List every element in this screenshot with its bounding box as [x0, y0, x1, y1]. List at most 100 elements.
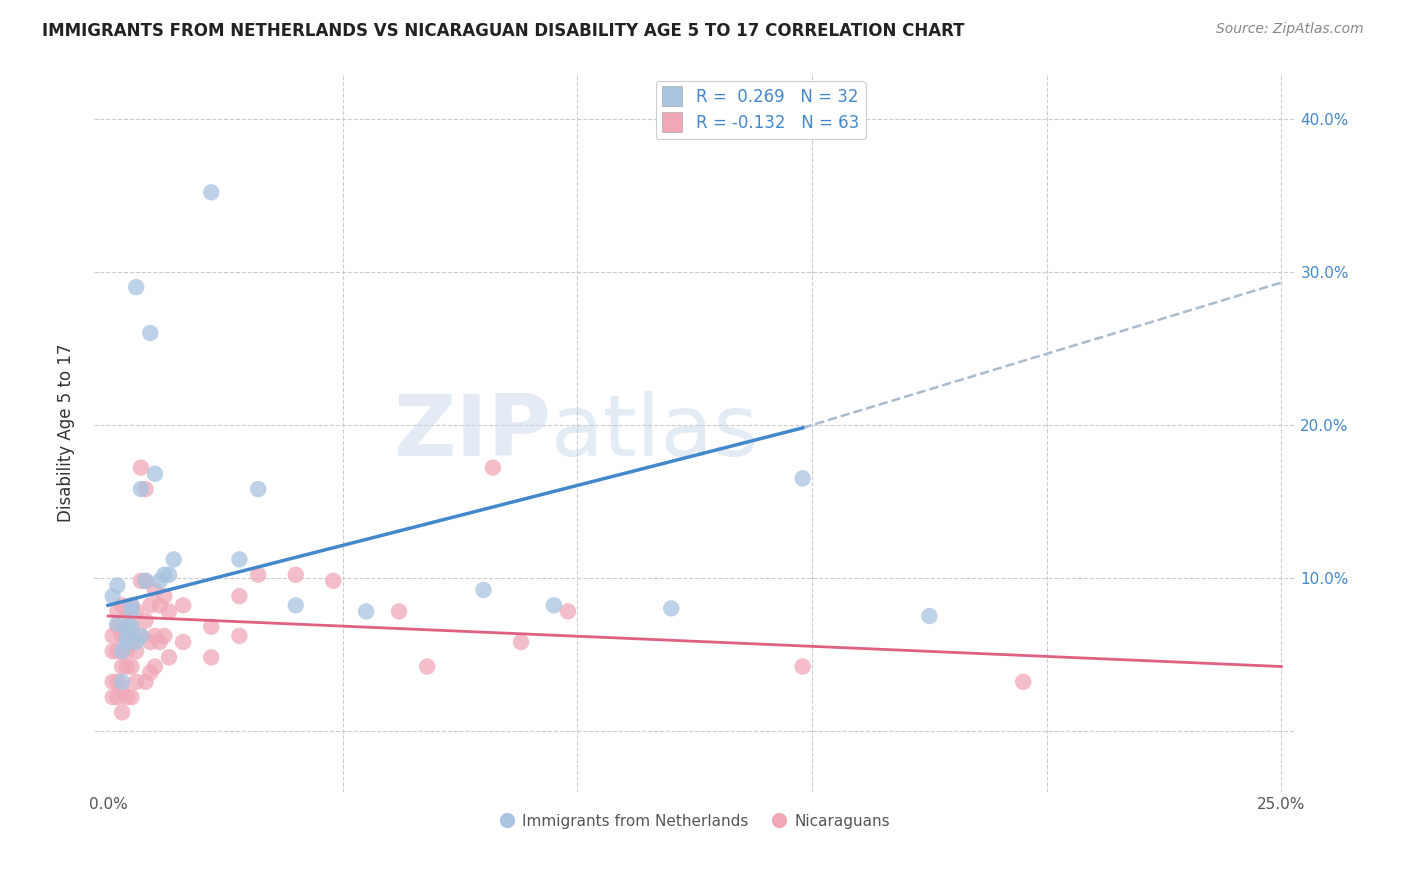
Point: [121, 620, 143, 634]
Point: [247, 567, 270, 582]
Point: [105, 674, 128, 689]
Point: [322, 574, 344, 588]
Point: [125, 635, 148, 649]
Legend: Immigrants from Netherlands, Nicaraguans: Immigrants from Netherlands, Nicaraguans: [494, 807, 896, 835]
Point: [143, 582, 166, 597]
Point: [121, 604, 143, 618]
Point: [153, 589, 176, 603]
Point: [129, 629, 152, 643]
Point: [121, 659, 143, 673]
Point: [200, 650, 222, 665]
Point: [101, 629, 124, 643]
Point: [125, 280, 148, 294]
Point: [792, 659, 814, 673]
Point: [121, 620, 143, 634]
Point: [153, 629, 176, 643]
Point: [115, 690, 138, 705]
Point: [101, 589, 124, 603]
Point: [105, 644, 128, 658]
Point: [482, 460, 505, 475]
Point: [115, 620, 138, 634]
Point: [149, 635, 172, 649]
Point: [139, 326, 162, 340]
Point: [111, 629, 134, 643]
Point: [1012, 674, 1035, 689]
Point: [172, 599, 194, 613]
Point: [149, 599, 172, 613]
Point: [121, 635, 143, 649]
Point: [149, 574, 172, 588]
Point: [659, 601, 682, 615]
Point: [247, 482, 270, 496]
Point: [200, 186, 222, 200]
Point: [129, 482, 152, 496]
Point: [135, 574, 157, 588]
Point: [111, 644, 134, 658]
Point: [354, 604, 377, 618]
Point: [111, 706, 134, 720]
Text: atlas: atlas: [551, 391, 758, 474]
Point: [121, 690, 143, 705]
Point: [139, 599, 162, 613]
Point: [163, 552, 186, 566]
Point: [200, 620, 222, 634]
Point: [472, 582, 495, 597]
Point: [129, 574, 152, 588]
Point: [121, 599, 143, 613]
Point: [918, 609, 941, 624]
Point: [135, 614, 157, 628]
Point: [111, 644, 134, 658]
Point: [105, 604, 128, 618]
Point: [125, 644, 148, 658]
Point: [388, 604, 411, 618]
Point: [284, 567, 307, 582]
Point: [792, 471, 814, 485]
Point: [543, 599, 565, 613]
Text: Source: ZipAtlas.com: Source: ZipAtlas.com: [1216, 22, 1364, 37]
Point: [153, 567, 176, 582]
Point: [143, 629, 166, 643]
Point: [105, 620, 128, 634]
Point: [157, 567, 180, 582]
Point: [115, 629, 138, 643]
Point: [157, 650, 180, 665]
Point: [557, 604, 579, 618]
Point: [115, 635, 138, 649]
Point: [111, 599, 134, 613]
Point: [129, 629, 152, 643]
Point: [284, 599, 307, 613]
Point: [105, 578, 128, 592]
Point: [105, 690, 128, 705]
Point: [510, 635, 533, 649]
Point: [111, 674, 134, 689]
Point: [115, 644, 138, 658]
Point: [125, 674, 148, 689]
Point: [101, 644, 124, 658]
Point: [139, 665, 162, 680]
Point: [125, 604, 148, 618]
Point: [135, 482, 157, 496]
Point: [139, 635, 162, 649]
Text: ZIP: ZIP: [392, 391, 551, 474]
Point: [143, 659, 166, 673]
Point: [228, 629, 250, 643]
Point: [111, 681, 134, 695]
Point: [135, 674, 157, 689]
Point: [111, 659, 134, 673]
Point: [228, 552, 250, 566]
Point: [228, 589, 250, 603]
Point: [101, 674, 124, 689]
Point: [157, 604, 180, 618]
Point: [105, 616, 128, 631]
Point: [172, 635, 194, 649]
Point: [143, 467, 166, 481]
Point: [115, 659, 138, 673]
Point: [115, 604, 138, 618]
Text: IMMIGRANTS FROM NETHERLANDS VS NICARAGUAN DISABILITY AGE 5 TO 17 CORRELATION CHA: IMMIGRANTS FROM NETHERLANDS VS NICARAGUA…: [42, 22, 965, 40]
Point: [101, 690, 124, 705]
Point: [416, 659, 439, 673]
Y-axis label: Disability Age 5 to 17: Disability Age 5 to 17: [58, 343, 75, 522]
Point: [135, 574, 157, 588]
Point: [129, 460, 152, 475]
Point: [121, 599, 143, 613]
